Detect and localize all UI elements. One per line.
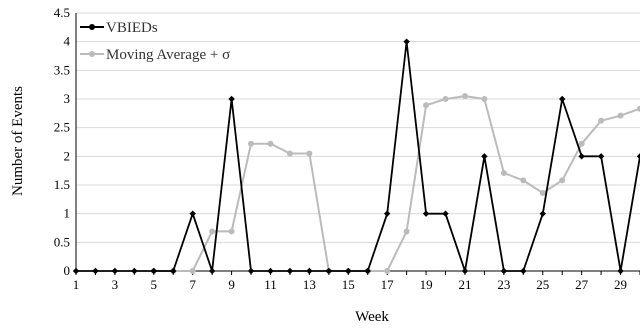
x-tick-label: 23 (497, 277, 510, 292)
data-point-vbieds (150, 267, 157, 275)
data-point-vbieds (72, 267, 80, 275)
data-point-moving-average (617, 112, 624, 119)
data-point-vbieds (597, 153, 605, 160)
data-point-vbieds (422, 210, 430, 217)
data-point-vbieds (636, 153, 640, 160)
series-line-vbieds (76, 40, 640, 272)
x-tick-label: 29 (614, 277, 627, 292)
x-tick-label: 11 (264, 277, 277, 292)
data-point-moving-average (578, 140, 585, 147)
data-point-moving-average (520, 177, 527, 184)
y-tick-label: 3.5 (54, 62, 70, 77)
data-point-vbieds (383, 210, 391, 217)
tick-labels: 00.511.522.533.544.51 3 5 7 9 11 13 15 17 19 21 23 2… (54, 5, 627, 292)
data-point-moving-average (481, 96, 488, 102)
x-axis-title: Week (355, 309, 389, 325)
data-point-moving-average (500, 169, 507, 176)
y-tick-label: 3 (64, 91, 71, 106)
data-point-vbieds (520, 267, 527, 275)
data-point-vbieds (403, 38, 410, 45)
y-tick-label: 0.5 (54, 234, 70, 249)
data-point-moving-average (248, 140, 255, 147)
data-point-vbieds (267, 267, 274, 275)
data-point-moving-average (384, 268, 391, 274)
legend-label-vbieds: VBIEDs (106, 20, 158, 36)
data-point-moving-average (286, 150, 293, 157)
data-point-vbieds (92, 267, 99, 275)
data-point-vbieds (345, 267, 352, 275)
legend-item-vbieds: VBIEDs (80, 20, 158, 36)
x-tick-label: 27 (575, 277, 589, 292)
data-point-moving-average (209, 228, 216, 235)
y-tick-label: 2.5 (54, 120, 70, 135)
series-layer (72, 38, 640, 275)
data-point-vbieds (189, 210, 196, 217)
x-tick-label: 9 (228, 277, 235, 292)
x-tick-label: 5 (151, 277, 158, 292)
x-tick-label: 13 (303, 277, 316, 292)
legend-marker-moving-average (89, 51, 95, 57)
data-point-vbieds (228, 95, 235, 103)
y-tick-label: 1 (64, 206, 71, 221)
data-point-vbieds (170, 267, 177, 275)
x-tick-label: 3 (112, 277, 119, 292)
y-tick-label: 4 (64, 34, 71, 49)
data-point-moving-average (423, 102, 430, 109)
data-point-vbieds (286, 267, 294, 275)
legend-item-moving-average: Moving Average + σ (80, 47, 230, 63)
data-point-vbieds (247, 267, 255, 275)
x-tick-label: 1 (73, 277, 80, 292)
x-tick-label: 21 (458, 277, 471, 292)
y-tick-label: 4.5 (54, 5, 70, 20)
x-tick-label: 7 (189, 277, 196, 292)
x-tick-label: 17 (381, 277, 395, 292)
data-point-vbieds (559, 95, 566, 103)
data-point-vbieds (364, 267, 371, 275)
data-point-moving-average (403, 228, 410, 235)
data-point-vbieds (578, 153, 585, 160)
data-point-moving-average (461, 93, 468, 100)
data-point-vbieds (481, 153, 488, 160)
y-tick-label: 2 (64, 148, 71, 163)
gridlines (76, 12, 640, 243)
legend-marker-vbieds (89, 24, 95, 30)
data-point-moving-average (637, 105, 640, 112)
data-point-moving-average (189, 268, 196, 274)
series-line-moving-average (153, 95, 640, 272)
x-tick-label: 19 (420, 277, 433, 292)
x-tick-label: 25 (536, 277, 549, 292)
data-point-vbieds (131, 267, 138, 275)
legend: VBIEDs Moving Average + σ (80, 20, 230, 63)
legend-label-moving-average: Moving Average + σ (106, 47, 230, 63)
data-point-vbieds (539, 210, 546, 217)
data-point-vbieds (617, 267, 624, 275)
data-point-moving-average (267, 140, 274, 147)
y-axis-title: Number of Events (10, 86, 26, 196)
data-point-vbieds (208, 267, 216, 275)
data-point-moving-average (598, 117, 605, 124)
data-point-vbieds (442, 210, 449, 217)
data-point-vbieds (461, 267, 469, 275)
data-point-vbieds (325, 267, 333, 275)
y-tick-label: 0 (64, 263, 71, 278)
data-point-moving-average (442, 96, 449, 102)
data-point-vbieds (306, 267, 313, 275)
data-point-moving-average (306, 150, 313, 157)
x-tick-label: 15 (342, 277, 355, 292)
data-point-moving-average (228, 228, 235, 235)
data-point-moving-average (559, 177, 566, 184)
data-point-vbieds (500, 267, 508, 275)
data-point-moving-average (539, 190, 546, 197)
y-tick-label: 1.5 (54, 177, 70, 192)
data-point-vbieds (111, 267, 119, 275)
